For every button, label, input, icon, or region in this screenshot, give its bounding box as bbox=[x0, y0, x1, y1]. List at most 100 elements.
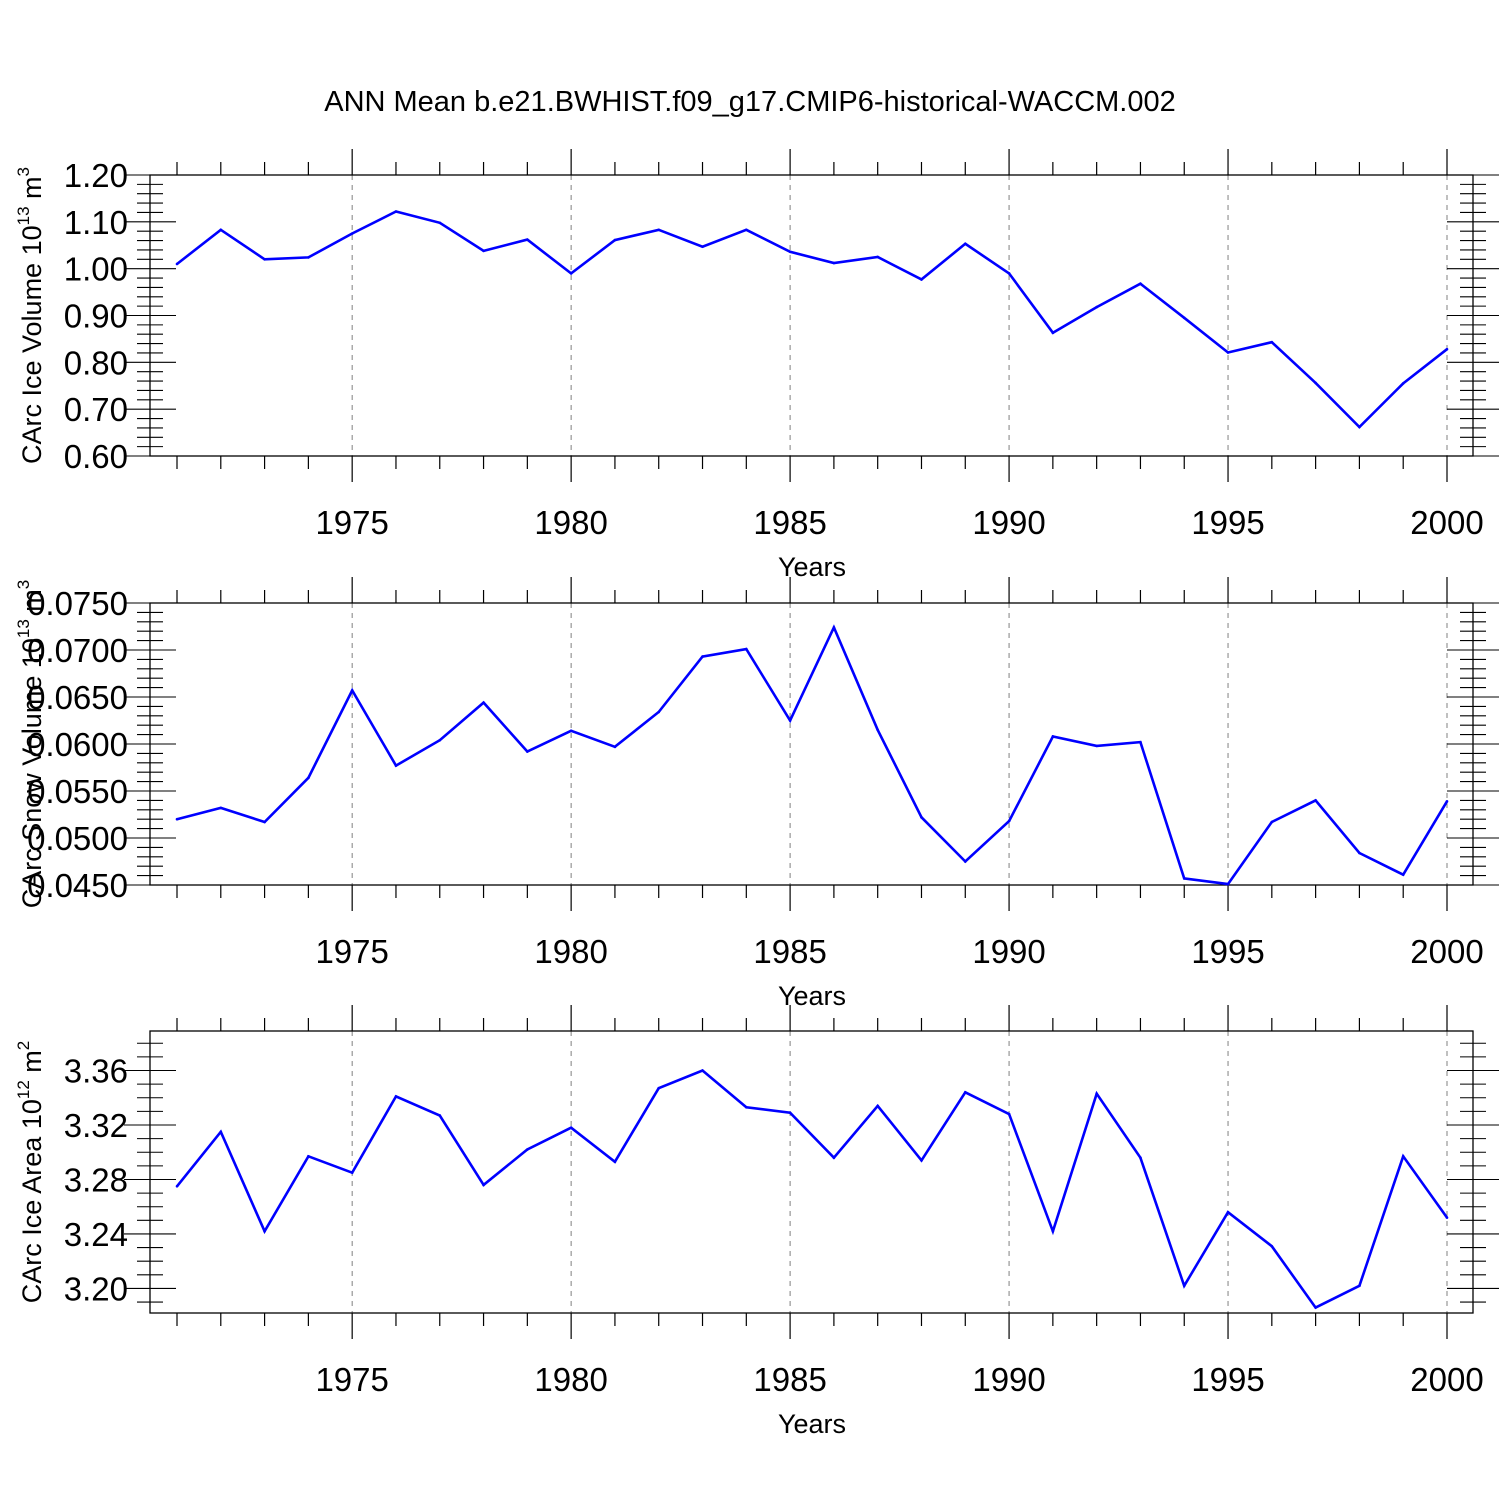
p2-data-point-1985 bbox=[788, 1111, 792, 1115]
figure-title: ANN Mean b.e21.BWHIST.f09_g17.CMIP6-hist… bbox=[324, 86, 1176, 118]
p1-xtick-label: 1990 bbox=[972, 933, 1045, 970]
p1-data-point-1993 bbox=[1139, 740, 1142, 744]
p1-data-point-1972 bbox=[219, 806, 223, 810]
p0-xtick-label: 1985 bbox=[753, 504, 826, 541]
p2-y-axis-label-exponent: 12 bbox=[14, 1080, 33, 1099]
p2-data-point-1999 bbox=[1401, 1155, 1405, 1158]
p1-y-axis-label: CArc Snow Volume 1013 m3 bbox=[14, 580, 47, 909]
p2-series-line bbox=[175, 1069, 1449, 1310]
p0-y-axis-label: CArc Ice Volume 1013 m3 bbox=[14, 167, 47, 464]
p2-data-point-1991 bbox=[1051, 1229, 1055, 1233]
p2-y-axis-label-unit: m bbox=[17, 1050, 47, 1080]
p1-data-point-1980 bbox=[569, 729, 573, 733]
p2-xtick-label: 1995 bbox=[1191, 1361, 1264, 1398]
p0-ytick-label: 0.70 bbox=[64, 391, 128, 428]
p1-data-point-1990 bbox=[1007, 819, 1011, 823]
p0-data-point-1975 bbox=[350, 232, 354, 235]
p1-data-point-1992 bbox=[1095, 744, 1098, 748]
p0-xtick-label: 1975 bbox=[315, 504, 388, 541]
p0-ytick-label: 0.90 bbox=[64, 298, 128, 335]
p2-ytick-label: 3.24 bbox=[64, 1216, 128, 1253]
p2-xtick-label: 1990 bbox=[972, 1361, 1045, 1398]
p1-data-point-1983 bbox=[701, 655, 704, 658]
p0-data-point-1995 bbox=[1226, 351, 1230, 354]
p1-data-point-1997 bbox=[1314, 799, 1317, 802]
p1-data-point-1991 bbox=[1051, 735, 1055, 738]
p1-data-point-1986 bbox=[832, 626, 836, 629]
p0-data-point-1993 bbox=[1139, 282, 1142, 285]
p0-series-line bbox=[176, 210, 1448, 429]
p0-data-point-1989 bbox=[963, 242, 967, 246]
p1-data-point-1976 bbox=[394, 764, 398, 767]
p1-data-point-1984 bbox=[745, 647, 748, 651]
p0-data-point-1990 bbox=[1007, 272, 1011, 275]
p2-ytick-label: 3.36 bbox=[64, 1053, 128, 1090]
p2-data-point-1984 bbox=[745, 1105, 748, 1109]
p1-data-point-1988 bbox=[920, 816, 923, 819]
p2-data-point-1997 bbox=[1314, 1306, 1317, 1309]
p1-data-point-1975 bbox=[350, 689, 354, 692]
p1-y-axis-label-exponent: 13 bbox=[14, 619, 33, 638]
panel-ice-area: 3.20 3.24 3.28 3.32 3.36 1975 1980 1985 1990 1995… bbox=[14, 1005, 1499, 1439]
p2-y-axis-label-main: CArc Ice Area 10 bbox=[17, 1099, 47, 1303]
p1-y-axis-label-unit: m bbox=[17, 589, 47, 619]
p0-data-point-1973 bbox=[263, 258, 266, 261]
p0-data-point-1981 bbox=[613, 238, 617, 242]
p2-data-point-1980 bbox=[569, 1126, 573, 1130]
p2-ytick-label: 3.20 bbox=[64, 1270, 128, 1307]
p2-data-point-1974 bbox=[307, 1155, 310, 1158]
p1-ytick-label: 0.0500 bbox=[27, 820, 128, 857]
p2-data-point-1973 bbox=[263, 1229, 266, 1233]
p1-xtick-label: 1980 bbox=[534, 933, 607, 970]
p0-data-point-1986 bbox=[832, 261, 836, 265]
p1-data-point-1994 bbox=[1182, 877, 1186, 880]
p1-xtick-label: 1995 bbox=[1191, 933, 1264, 970]
p0-y-axis-label-exponent: 13 bbox=[14, 206, 33, 225]
p1-data-point-1973 bbox=[263, 820, 266, 824]
p2-xtick-label: 2000 bbox=[1410, 1361, 1483, 1398]
p1-data-point-1996 bbox=[1270, 820, 1274, 824]
p2-x-axis-label: Years bbox=[778, 1409, 846, 1439]
p2-data-point-1995 bbox=[1226, 1210, 1230, 1214]
p2-plot-frame bbox=[149, 1030, 1474, 1314]
p1-data-point-1971 bbox=[175, 817, 179, 821]
p1-ytick-label: 0.0700 bbox=[27, 632, 128, 669]
p2-data-point-1994 bbox=[1182, 1284, 1186, 1288]
p0-data-point-2000 bbox=[1445, 347, 1449, 351]
p0-y-axis-label-unit: m bbox=[17, 176, 47, 206]
p0-data-point-1991 bbox=[1051, 331, 1055, 335]
p2-data-point-1992 bbox=[1095, 1092, 1098, 1095]
p0-ytick-label: 1.20 bbox=[64, 157, 128, 194]
p1-ytick-label: 0.0750 bbox=[27, 585, 128, 622]
p1-ytick-label: 0.0450 bbox=[27, 867, 128, 904]
p0-y-axis-label-unit_exponent: 3 bbox=[14, 167, 33, 176]
p0-data-point-1983 bbox=[701, 245, 704, 248]
p0-data-point-1997 bbox=[1314, 381, 1317, 385]
p1-data-point-1982 bbox=[657, 710, 661, 714]
p2-data-point-1971 bbox=[175, 1185, 179, 1188]
p2-data-point-1978 bbox=[482, 1183, 485, 1187]
p1-data-point-1998 bbox=[1358, 851, 1361, 855]
p0-ytick-label: 1.10 bbox=[64, 204, 128, 241]
p1-data-point-1981 bbox=[613, 745, 617, 749]
p0-xtick-label: 1980 bbox=[534, 504, 607, 541]
p0-data-point-1974 bbox=[307, 256, 310, 259]
panel-ice-volume: 0.60 0.70 0.80 0.90 1.00 1.10 1.20 1975 1980 1985… bbox=[14, 149, 1499, 582]
p1-data-point-2000 bbox=[1445, 800, 1449, 803]
p0-data-point-1992 bbox=[1095, 305, 1098, 309]
p0-data-point-1999 bbox=[1401, 382, 1405, 385]
p0-data-point-1984 bbox=[745, 228, 748, 232]
p0-data-point-1976 bbox=[394, 210, 398, 213]
p1-y-axis-label-unit_exponent: 3 bbox=[14, 580, 33, 589]
p0-data-point-1971 bbox=[175, 262, 179, 266]
p1-xtick-label: 1985 bbox=[753, 933, 826, 970]
p0-ytick-label: 1.00 bbox=[64, 251, 128, 288]
p0-xtick-label: 1995 bbox=[1191, 504, 1264, 541]
p2-y-axis-label: CArc Ice Area 1012 m2 bbox=[14, 1041, 47, 1304]
panel-snow-volume: 0.0450 0.0500 0.0550 0.0600 0.0650 0.0700 0.07… bbox=[14, 577, 1499, 1011]
p1-data-point-1995 bbox=[1226, 882, 1230, 886]
p0-data-point-1985 bbox=[788, 250, 792, 254]
p1-series-line bbox=[176, 624, 1449, 886]
p1-data-point-1985 bbox=[788, 719, 792, 722]
